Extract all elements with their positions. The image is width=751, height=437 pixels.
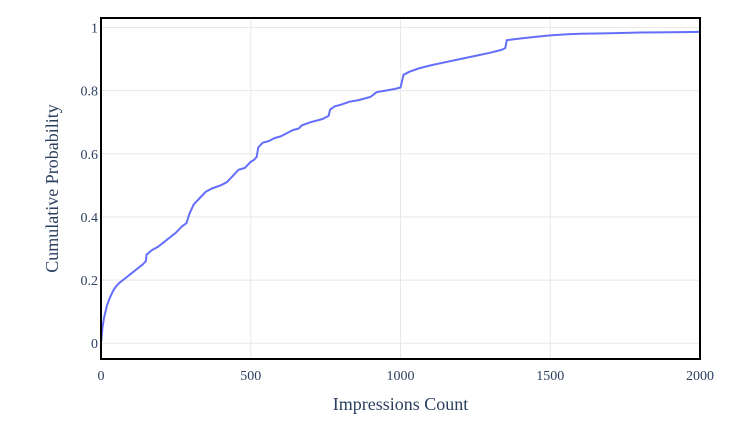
x-tick-label: 1000 [387,369,415,384]
x-axis-title: Impressions Count [333,394,469,414]
y-tick-label: 1 [91,21,98,36]
x-tick-label: 1500 [536,369,564,384]
x-axis-ticks: 0 500 1000 1500 2000 [98,369,715,384]
y-tick-label: 0 [91,337,98,352]
x-tick-label: 0 [98,369,105,384]
gridlines [100,18,701,359]
x-tick-label: 2000 [686,369,714,384]
y-tick-label: 0.2 [81,274,99,289]
y-axis-ticks: 0 0.2 0.4 0.6 0.8 1 [81,21,99,352]
cumulative-probability-line [100,30,701,344]
y-tick-label: 0.6 [81,148,99,163]
x-tick-label: 500 [240,369,261,384]
y-tick-label: 0.8 [81,85,99,100]
y-tick-label: 0.4 [81,211,99,226]
y-axis-title: Cumulative Probability [42,104,62,273]
plot-frame [100,17,701,360]
